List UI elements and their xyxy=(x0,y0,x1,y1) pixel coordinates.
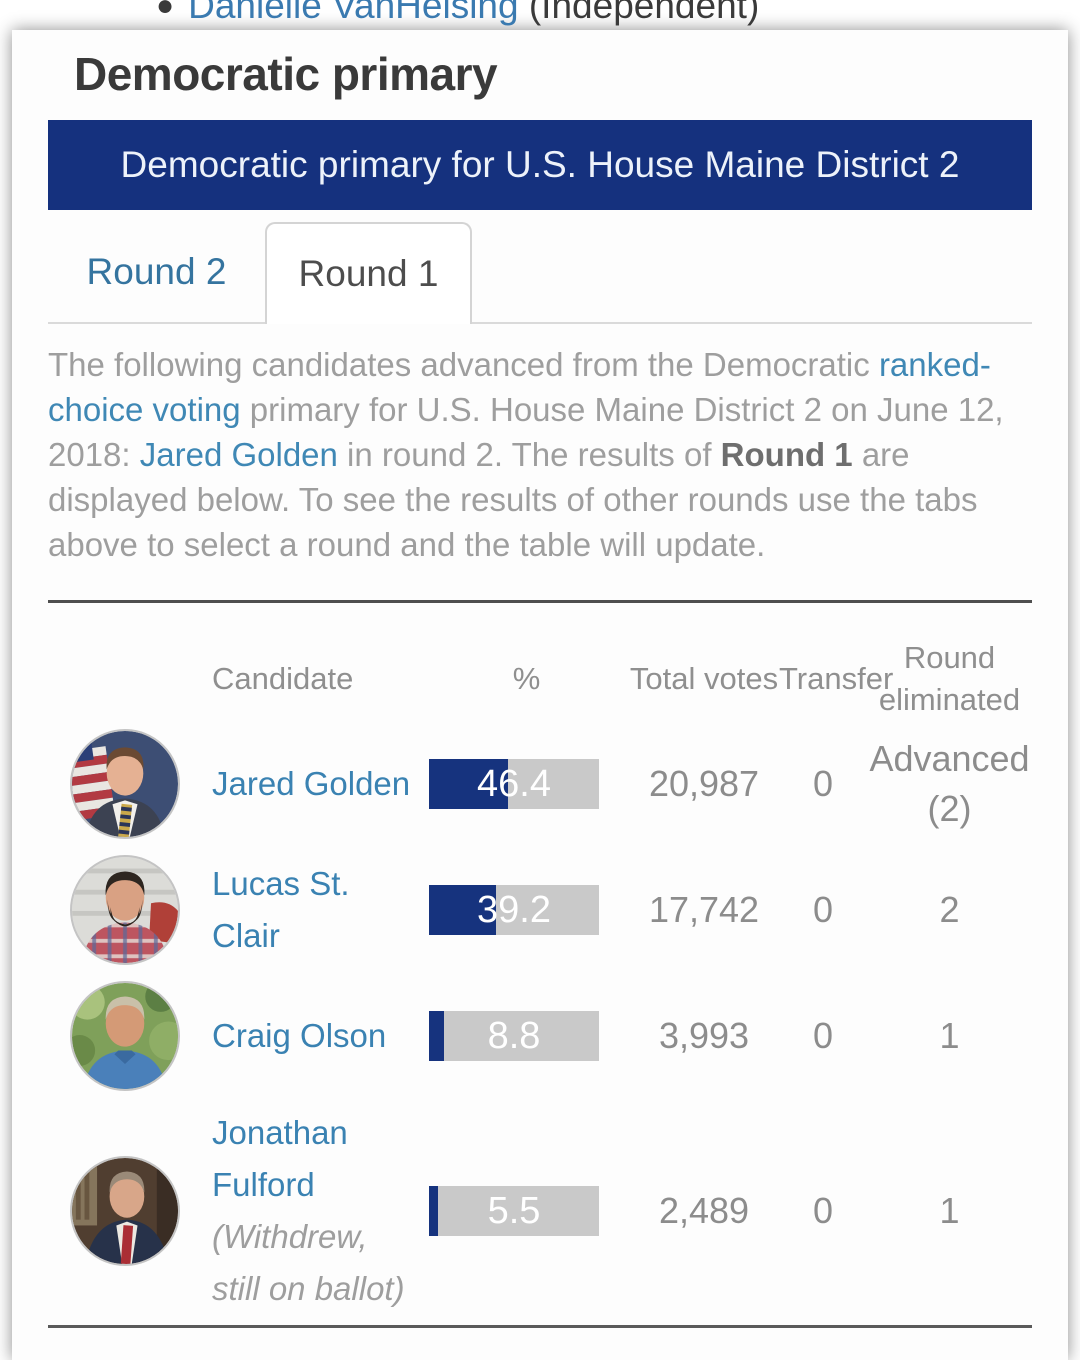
percent-bar-cell: 5.5 xyxy=(424,1186,629,1236)
candidate-name: Lucas St. Clair xyxy=(212,858,424,962)
bullet-icon: ● xyxy=(156,0,175,22)
description-text: The following candidates advanced from t… xyxy=(48,346,879,383)
percent-value: 8.8 xyxy=(487,1014,541,1057)
percent-bar: 39.2 xyxy=(429,885,599,935)
percent-bar: 46.4 xyxy=(429,759,599,809)
round-eliminated-value: 1 xyxy=(939,1190,960,1231)
transfer-value: 0 xyxy=(812,889,834,930)
percent-value: 5.5 xyxy=(487,1189,541,1232)
percent-bar-cell: 46.4 xyxy=(424,759,629,809)
percent-bar-fill xyxy=(429,1011,444,1061)
results-widget-card: Democratic primary Democratic primary fo… xyxy=(12,30,1068,1360)
table-row: Jared Golden 46.4 20,987 0 Advanced (2) xyxy=(48,721,1032,847)
percent-bar-cell: 8.8 xyxy=(424,1011,629,1061)
column-header-candidate: Candidate xyxy=(212,661,354,696)
column-header-transfer: Transfer xyxy=(779,661,894,696)
percent-value: 39.2 xyxy=(477,888,551,931)
candidate-link-danielle-vanhelsing[interactable]: Danielle VanHelsing xyxy=(188,0,519,26)
jared-golden-photo xyxy=(70,729,180,839)
lucas-st-clair-photo xyxy=(70,855,180,965)
round-tabs: Round 2 Round 1 xyxy=(48,222,1032,324)
round-description: The following candidates advanced from t… xyxy=(48,342,1032,567)
avatar xyxy=(48,855,212,965)
percent-bar-fill xyxy=(429,885,496,935)
candidate-link-jonathan-fulford[interactable]: Jonathan Fulford xyxy=(212,1114,348,1203)
list-item: ● Danielle VanHelsing (Independent) xyxy=(156,0,1080,29)
column-header-percent: % xyxy=(512,661,541,696)
craig-olson-photo xyxy=(70,981,180,1091)
ranked-choice-voting-link[interactable]: ranked-choice voting xyxy=(48,346,991,428)
percent-value: 46.4 xyxy=(477,762,551,805)
race-banner-title: Democratic primary for U.S. House Maine … xyxy=(120,144,960,185)
transfer-value: 0 xyxy=(812,763,834,804)
avatar xyxy=(48,729,212,839)
section-divider xyxy=(48,600,1032,603)
percent-bar-cell: 39.2 xyxy=(424,885,629,935)
candidate-link-craig-olson[interactable]: Craig Olson xyxy=(212,1017,387,1054)
percent-bar-fill xyxy=(429,1186,439,1236)
description-text: in round 2. The results of xyxy=(337,436,721,473)
description-text: are displayed below. To see the results … xyxy=(48,436,978,563)
total-votes-value: 2,489 xyxy=(658,1190,750,1231)
jared-golden-link[interactable]: Jared Golden xyxy=(139,436,338,473)
tab-round-2-label: Round 2 xyxy=(86,251,227,292)
round-eliminated-value: 2 xyxy=(939,889,960,930)
tab-round-1-label: Round 1 xyxy=(298,253,439,294)
tab-round-2[interactable]: Round 2 xyxy=(48,222,265,322)
table-row: Jonathan Fulford (Withdrew, still on bal… xyxy=(48,1099,1032,1323)
total-votes-value: 3,993 xyxy=(658,1015,750,1056)
table-row: Craig Olson 8.8 3,993 0 1 xyxy=(48,973,1032,1099)
page-title: Democratic primary xyxy=(74,48,498,100)
column-header-round-eliminated: Round eliminated xyxy=(878,640,1021,717)
candidate-status-note: (Withdrew, still on ballot) xyxy=(212,1218,405,1307)
party-label: (Independent) xyxy=(518,0,760,26)
percent-bar: 8.8 xyxy=(429,1011,599,1061)
candidate-link-jared-golden[interactable]: Jared Golden xyxy=(212,765,411,802)
total-votes-value: 17,742 xyxy=(648,889,760,930)
percent-bar-fill xyxy=(429,759,508,809)
round-eliminated-value: Advanced (2) xyxy=(869,738,1030,829)
tab-round-1[interactable]: Round 1 xyxy=(265,222,472,324)
previous-section-list: ● Danielle VanHelsing (Independent) xyxy=(0,0,1080,30)
description-text: primary for U.S. House Maine District 2 … xyxy=(48,391,1004,473)
round-emphasis: Round 1 xyxy=(720,436,853,473)
candidate-name: Craig Olson xyxy=(212,1010,424,1062)
total-votes-value: 20,987 xyxy=(648,763,760,804)
avatar xyxy=(48,981,212,1091)
candidate-name: Jonathan Fulford (Withdrew, still on bal… xyxy=(212,1107,424,1315)
transfer-value: 0 xyxy=(812,1190,834,1231)
avatar xyxy=(48,1156,212,1266)
column-header-total-votes: Total votes xyxy=(629,661,779,696)
round-eliminated-value: 1 xyxy=(939,1015,960,1056)
transfer-value: 0 xyxy=(812,1015,834,1056)
candidate-name: Jared Golden xyxy=(212,758,424,810)
percent-bar: 5.5 xyxy=(429,1186,599,1236)
results-table-header: Candidate % Total votes Transfer Round e… xyxy=(48,637,1032,721)
race-banner: Democratic primary for U.S. House Maine … xyxy=(48,120,1032,210)
jonathan-fulford-photo xyxy=(70,1156,180,1266)
table-row: Lucas St. Clair 39.2 17,742 0 2 xyxy=(48,847,1032,973)
table-bottom-divider xyxy=(48,1325,1032,1328)
candidate-link-lucas-st-clair[interactable]: Lucas St. Clair xyxy=(212,865,350,954)
